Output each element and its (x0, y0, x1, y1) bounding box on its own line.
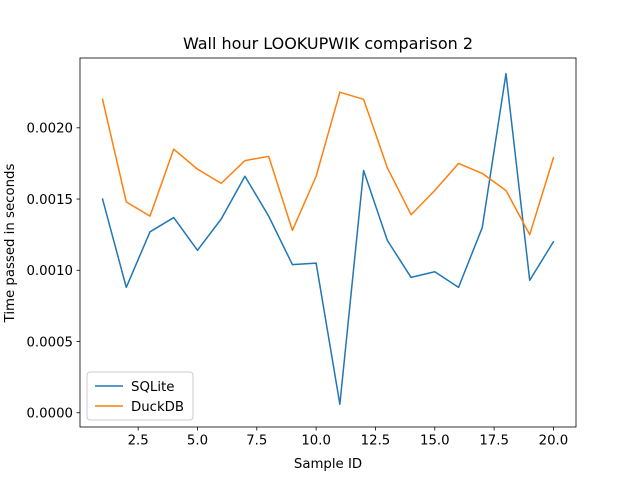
series-line-duckdb (101, 91, 555, 236)
x-axis-label: Sample ID (294, 457, 362, 472)
x-tick-label: 20.0 (539, 434, 569, 449)
series-line-sqlite (101, 72, 555, 405)
legend-label-sqlite: SQLite (131, 380, 174, 395)
x-tick-label: 2.5 (128, 434, 149, 449)
x-tick-label: 5.0 (187, 434, 208, 449)
chart-title: Wall hour LOOKUPWIK comparison 2 (183, 34, 473, 53)
x-tick-label: 7.5 (246, 434, 267, 449)
axes-frame (79, 57, 577, 428)
x-tick-label: 12.5 (361, 434, 391, 449)
series-layer (101, 72, 555, 405)
legend-box (86, 371, 194, 421)
y-axis-label: Time passed in seconds (3, 164, 18, 324)
y-tick-label: 0.0020 (26, 122, 73, 137)
x-tick-label: 15.0 (420, 434, 450, 449)
legend: SQLite DuckDB (86, 371, 194, 421)
x-tick-label: 10.0 (301, 434, 331, 449)
y-tick-label: 0.0000 (26, 407, 73, 422)
y-tick-label: 0.0010 (26, 264, 73, 279)
axes-layer: 2.5 5.0 7.5 10.0 12.5 15.0 17.5 20.0 0.0000 0.000… (26, 57, 577, 449)
legend-label-duckdb: DuckDB (131, 400, 184, 415)
y-tick-label: 0.0015 (26, 193, 73, 208)
y-tick-label: 0.0005 (26, 335, 73, 350)
x-tick-label: 17.5 (479, 434, 509, 449)
